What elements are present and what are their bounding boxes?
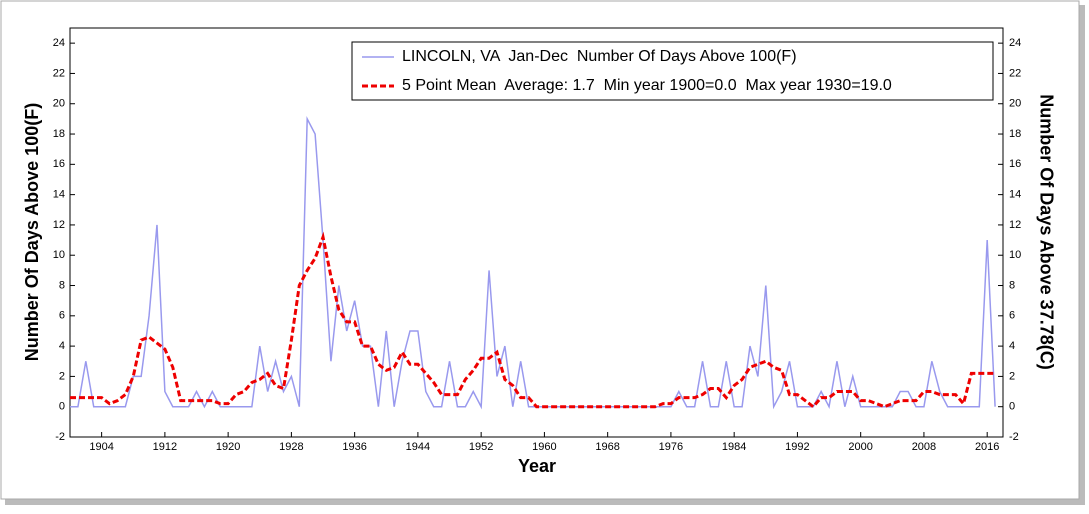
- y2-tick-label: 8: [1009, 279, 1015, 291]
- y-axis-label: Number Of Days Above 100(F): [22, 103, 42, 361]
- x-tick-label: 2016: [975, 441, 999, 453]
- y-tick-label: 20: [53, 98, 65, 110]
- y2-tick-label: 12: [1009, 219, 1021, 231]
- y2-tick-label: 18: [1009, 128, 1021, 140]
- y2-tick-label: 10: [1009, 249, 1021, 261]
- x-tick-label: 1968: [595, 441, 619, 453]
- y-tick-label: 12: [53, 219, 65, 231]
- x-tick-label: 1952: [469, 441, 493, 453]
- y2-tick-label: 24: [1009, 37, 1021, 49]
- x-axis-label: Year: [518, 456, 556, 476]
- y2-tick-label: 0: [1009, 401, 1015, 413]
- y2-tick-label: 20: [1009, 98, 1021, 110]
- x-tick-label: 2008: [912, 441, 936, 453]
- y2-tick-label: 4: [1009, 340, 1015, 352]
- x-tick-label: 1912: [153, 441, 177, 453]
- x-tick-label: 1936: [342, 441, 366, 453]
- y-tick-label: 14: [53, 189, 65, 201]
- y-tick-label: 24: [53, 37, 65, 49]
- data-line: [70, 115, 996, 410]
- y-tick-label: 2: [59, 370, 65, 382]
- y2-tick-label: 2: [1009, 370, 1015, 382]
- legend-label: LINCOLN, VA Jan-Dec Number Of Days Above…: [402, 48, 797, 65]
- y-tick-label: 6: [59, 310, 65, 322]
- legend-label: 5 Point Mean Average: 1.7 Min year 1900=…: [402, 77, 892, 94]
- y-tick-label: 0: [59, 401, 65, 413]
- y-tick-label: 18: [53, 128, 65, 140]
- y-tick-label: 8: [59, 279, 65, 291]
- y2-tick-label: 16: [1009, 158, 1021, 170]
- x-tick-label: 1976: [659, 441, 683, 453]
- y2-axis-label: Number Of Days Above 37.78(C): [1036, 94, 1056, 369]
- x-tick-label: 1928: [279, 441, 303, 453]
- x-tick-label: 1904: [89, 441, 113, 453]
- y-tick-label: 16: [53, 158, 65, 170]
- data-line: [70, 231, 996, 409]
- x-tick-label: 1984: [722, 441, 746, 453]
- x-tick-label: 1960: [532, 441, 556, 453]
- y2-tick-label: 22: [1009, 67, 1021, 79]
- y2-tick-label: -2: [1009, 431, 1019, 443]
- y-tick-label: 22: [53, 67, 65, 79]
- x-tick-label: 1920: [216, 441, 240, 453]
- x-tick-label: 1944: [406, 441, 430, 453]
- y-tick-label: 4: [59, 340, 65, 352]
- x-tick-label: 1992: [785, 441, 809, 453]
- y2-tick-label: 14: [1009, 189, 1021, 201]
- y2-tick-label: 6: [1009, 310, 1015, 322]
- legend: LINCOLN, VA Jan-Dec Number Of Days Above…: [351, 41, 994, 101]
- y-tick-label: -2: [55, 431, 65, 443]
- y-tick-label: 10: [53, 249, 65, 261]
- x-tick-label: 2000: [848, 441, 872, 453]
- legend-box: [351, 41, 994, 101]
